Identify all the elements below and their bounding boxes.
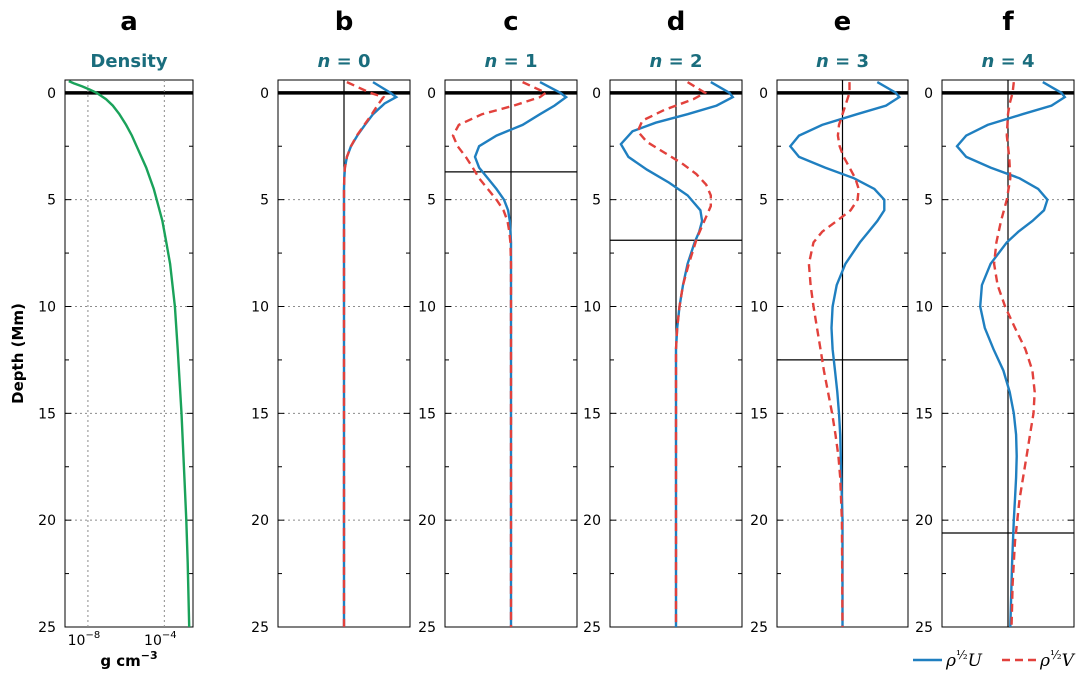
panel-letter-c: c [503, 7, 518, 37]
depth-tick-label: 5 [427, 193, 436, 209]
depth-tick-label: 15 [915, 406, 933, 422]
depth-tick-label: 25 [38, 620, 56, 636]
eigenfunction-v-curve [342, 81, 386, 627]
panel-letter-f: f [1002, 7, 1014, 37]
depth-tick-label: 20 [583, 513, 601, 529]
mode-symbol: n [816, 51, 829, 72]
mode-symbol: n [650, 51, 663, 72]
depth-tick-label: 10 [750, 299, 768, 315]
y-axis-label: Depth (Mm) [9, 303, 27, 404]
tick-exponent: −8 [85, 630, 100, 641]
x-axis-exponent: −3 [141, 649, 158, 662]
density-tick-label: 10−8 [68, 630, 101, 649]
panel-letter-e: e [834, 7, 852, 37]
depth-tick-label: 25 [251, 620, 269, 636]
tick-base: 10 [68, 633, 86, 649]
depth-tick-label: 5 [47, 193, 56, 209]
depth-tick-label: 0 [427, 86, 436, 102]
x-axis-unit: g cm [100, 652, 140, 670]
legend-v-text: V [1062, 651, 1076, 671]
eigenfunction-u-curve [788, 81, 902, 627]
depth-tick-label: 15 [251, 406, 269, 422]
depth-tick-label: 5 [759, 193, 768, 209]
panel-title-e: n = 3 [816, 51, 869, 72]
eigenfunction-u-curve [342, 81, 399, 627]
depth-tick-label: 10 [583, 299, 601, 315]
mode-order: = 0 [330, 51, 370, 72]
depth-tick-label: 15 [38, 406, 56, 422]
density-tick-label: 10−4 [144, 630, 177, 649]
legend-u-label: ρ½U [945, 648, 983, 671]
eigenfunction-u-curve [473, 81, 569, 627]
eigenfunction-u-curve [955, 81, 1067, 628]
panel-letter-d: d [667, 7, 686, 37]
x-axis-label: g cm−3 [100, 649, 157, 670]
eigenfunction-v-curve [636, 81, 712, 627]
legend-rho: ρ [1039, 651, 1050, 671]
legend-v-label: ρ½V [1039, 648, 1076, 671]
depth-tick-label: 25 [418, 620, 436, 636]
legend-rho: ρ [945, 651, 956, 671]
mode-order: = 4 [994, 51, 1034, 72]
depth-tick-label: 15 [583, 406, 601, 422]
depth-tick-label: 15 [750, 406, 768, 422]
mode-order: = 2 [662, 51, 702, 72]
depth-tick-label: 0 [47, 86, 56, 102]
legend-half-exponent: ½ [956, 648, 968, 662]
eigenfunction-u-curve [619, 81, 735, 627]
density-curve [68, 80, 191, 628]
mode-symbol: n [982, 51, 995, 72]
depth-tick-label: 0 [924, 86, 933, 102]
depth-tick-label: 0 [592, 86, 601, 102]
depth-tick-label: 0 [759, 86, 768, 102]
depth-tick-label: 5 [592, 193, 601, 209]
tick-base: 10 [144, 633, 162, 649]
depth-tick-label: 20 [915, 513, 933, 529]
eigenfunction-v-curve [451, 81, 549, 627]
legend-u-text: U [968, 651, 983, 671]
depth-tick-label: 25 [915, 620, 933, 636]
depth-tick-label: 10 [418, 299, 436, 315]
depth-tick-label: 5 [260, 193, 269, 209]
panel-letter-a: a [120, 7, 138, 37]
panel-title-d: n = 2 [650, 51, 703, 72]
panel-title-f: n = 4 [982, 51, 1035, 72]
depth-tick-label: 20 [750, 513, 768, 529]
depth-tick-label: 20 [418, 513, 436, 529]
depth-tick-label: 20 [251, 513, 269, 529]
mode-symbol: n [485, 51, 498, 72]
mode-order: = 1 [497, 51, 537, 72]
panel-title-c: n = 1 [485, 51, 538, 72]
depth-tick-label: 20 [38, 513, 56, 529]
depth-tick-label: 25 [750, 620, 768, 636]
panel-frame [64, 79, 194, 628]
depth-tick-label: 10 [38, 299, 56, 315]
depth-tick-label: 10 [251, 299, 269, 315]
depth-tick-label: 10 [915, 299, 933, 315]
mode-order: = 3 [829, 51, 869, 72]
depth-tick-label: 0 [260, 86, 269, 102]
depth-tick-label: 5 [924, 193, 933, 209]
panel-title-a: Density [90, 51, 167, 72]
depth-tick-label: 25 [583, 620, 601, 636]
legend-half-exponent: ½ [1050, 648, 1062, 662]
depth-tick-label: 15 [418, 406, 436, 422]
eigenfunction-v-curve [807, 82, 860, 628]
mode-symbol: n [318, 51, 331, 72]
tick-exponent: −4 [162, 630, 177, 641]
eigenfunction-v-curve [992, 81, 1036, 628]
panel-title-b: n = 0 [318, 51, 371, 72]
panel-letter-b: b [335, 7, 354, 37]
legend: ρ½U ρ½V [913, 648, 1076, 671]
